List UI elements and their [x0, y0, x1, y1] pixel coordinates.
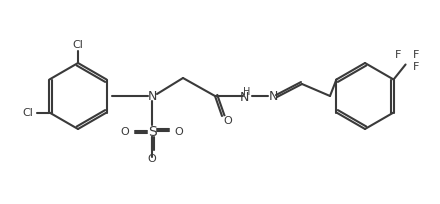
Text: F: F: [412, 50, 419, 60]
Text: Cl: Cl: [73, 40, 84, 50]
Text: F: F: [394, 50, 401, 60]
Text: S: S: [148, 124, 156, 138]
Text: H: H: [243, 86, 251, 96]
Text: N: N: [239, 91, 249, 104]
Text: O: O: [224, 115, 232, 125]
Text: F: F: [412, 62, 419, 72]
Text: N: N: [147, 90, 157, 103]
Text: N: N: [268, 90, 278, 103]
Text: O: O: [175, 126, 183, 136]
Text: O: O: [148, 153, 156, 163]
Text: Cl: Cl: [22, 108, 33, 118]
Text: O: O: [121, 126, 129, 136]
